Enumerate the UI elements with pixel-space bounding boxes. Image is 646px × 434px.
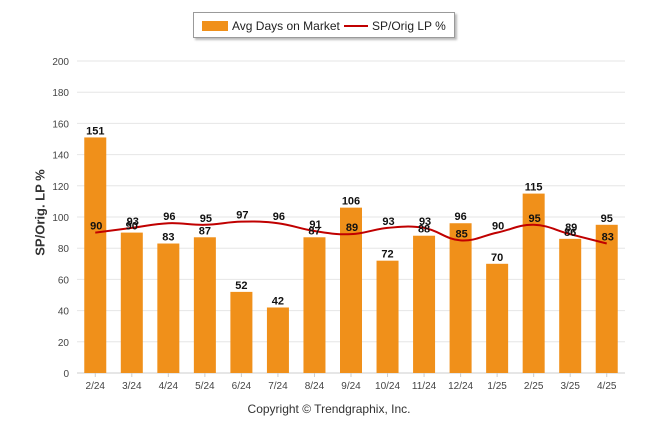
x-tick-label: 1/25 [487, 381, 507, 392]
line-value-label: 83 [602, 232, 614, 244]
x-tick-label: 10/24 [375, 381, 400, 392]
x-tick-label: 8/24 [305, 381, 325, 392]
line-value-label: 90 [492, 221, 504, 233]
line-value-label: 90 [90, 221, 102, 233]
line-value-label: 95 [200, 213, 212, 225]
bar-value-label: 96 [454, 211, 466, 223]
bar [230, 291, 253, 373]
x-tick-label: 6/24 [232, 381, 252, 392]
y-tick-label: 60 [58, 275, 70, 286]
legend-bar-label: Avg Days on Market [232, 19, 340, 33]
bar [303, 237, 326, 373]
chart-legend: Avg Days on Market SP/Orig LP % [193, 12, 455, 38]
bar-value-label: 95 [601, 213, 613, 225]
x-tick-label: 4/25 [597, 381, 617, 392]
y-axis-ticks: 0 20 40 60 80 100 120 140 160 180 200 [52, 57, 69, 380]
y-tick-label: 160 [52, 119, 69, 130]
bar-series [84, 137, 618, 373]
y-tick-label: 140 [52, 151, 69, 162]
line-path [95, 220, 607, 245]
x-tick-label: 4/24 [159, 381, 179, 392]
bar-value-label: 86 [564, 227, 576, 239]
legend-bar-swatch [202, 21, 228, 31]
bar [486, 263, 509, 373]
x-tick-label: 9/24 [341, 381, 361, 392]
bar [84, 137, 107, 373]
bar-value-label: 90 [126, 221, 138, 233]
line-value-label: 96 [273, 211, 285, 223]
bar-value-label: 72 [381, 249, 393, 261]
bar-value-label: 106 [342, 196, 360, 208]
line-value-label: 89 [565, 222, 577, 234]
line-value-label: 93 [127, 216, 139, 228]
line-value-label: 85 [455, 228, 467, 240]
bar-value-label: 42 [272, 295, 284, 307]
x-tick-label: 3/25 [560, 381, 580, 392]
bar [266, 307, 289, 373]
bar [120, 232, 143, 373]
legend-line-label: SP/Orig LP % [372, 19, 446, 33]
y-tick-label: 120 [52, 182, 69, 193]
bar [157, 243, 180, 373]
x-tick-label: 3/24 [122, 381, 142, 392]
line-value-label: 93 [419, 216, 431, 228]
bar-value-label: 83 [162, 232, 174, 244]
bar-value-label: 151 [86, 125, 104, 137]
y-axis-title: SP/Orig. LP % [32, 169, 48, 256]
bar [376, 260, 399, 373]
bar-value-label: 87 [199, 225, 211, 237]
y-tick-label: 200 [52, 57, 69, 68]
bar-value-label: 87 [308, 225, 320, 237]
line-series [95, 220, 607, 245]
bar [413, 235, 436, 373]
y-tick-label: 180 [52, 88, 69, 99]
x-tick-label: 2/24 [86, 381, 106, 392]
x-tick-label: 2/25 [524, 381, 544, 392]
line-value-label: 91 [309, 219, 321, 231]
y-tick-label: 100 [52, 213, 69, 224]
bar-value-label: 88 [418, 224, 430, 236]
line-value-label: 93 [382, 216, 394, 228]
bar [595, 224, 618, 373]
bar [522, 193, 545, 373]
x-tick-label: 12/24 [448, 381, 473, 392]
bar [340, 207, 362, 373]
line-value-label: 96 [163, 211, 175, 223]
bar [559, 238, 582, 373]
y-tick-label: 40 [58, 307, 70, 318]
bar-value-label: 70 [491, 252, 503, 264]
x-tick-label: 11/24 [412, 381, 437, 392]
legend-line-swatch [344, 25, 368, 27]
bar [449, 223, 472, 373]
x-tick-label: 7/24 [268, 381, 288, 392]
copyright-footer: Copyright © Trendgraphix, Inc. [247, 402, 411, 416]
y-tick-label: 20 [58, 338, 70, 349]
x-tick-label: 5/24 [195, 381, 215, 392]
line-value-label: 95 [529, 213, 541, 225]
y-tick-label: 80 [58, 244, 70, 255]
bar-value-label: 115 [525, 182, 543, 194]
bar-value-label: 52 [235, 280, 247, 292]
line-value-label: 89 [346, 222, 358, 234]
line-value-label: 97 [236, 210, 248, 222]
bar [193, 237, 216, 373]
y-tick-label: 0 [63, 369, 69, 380]
x-axis-ticks: 2/24 3/24 4/24 5/24 6/24 7/24 8/24 9/24 10/24 11/… [86, 373, 617, 392]
